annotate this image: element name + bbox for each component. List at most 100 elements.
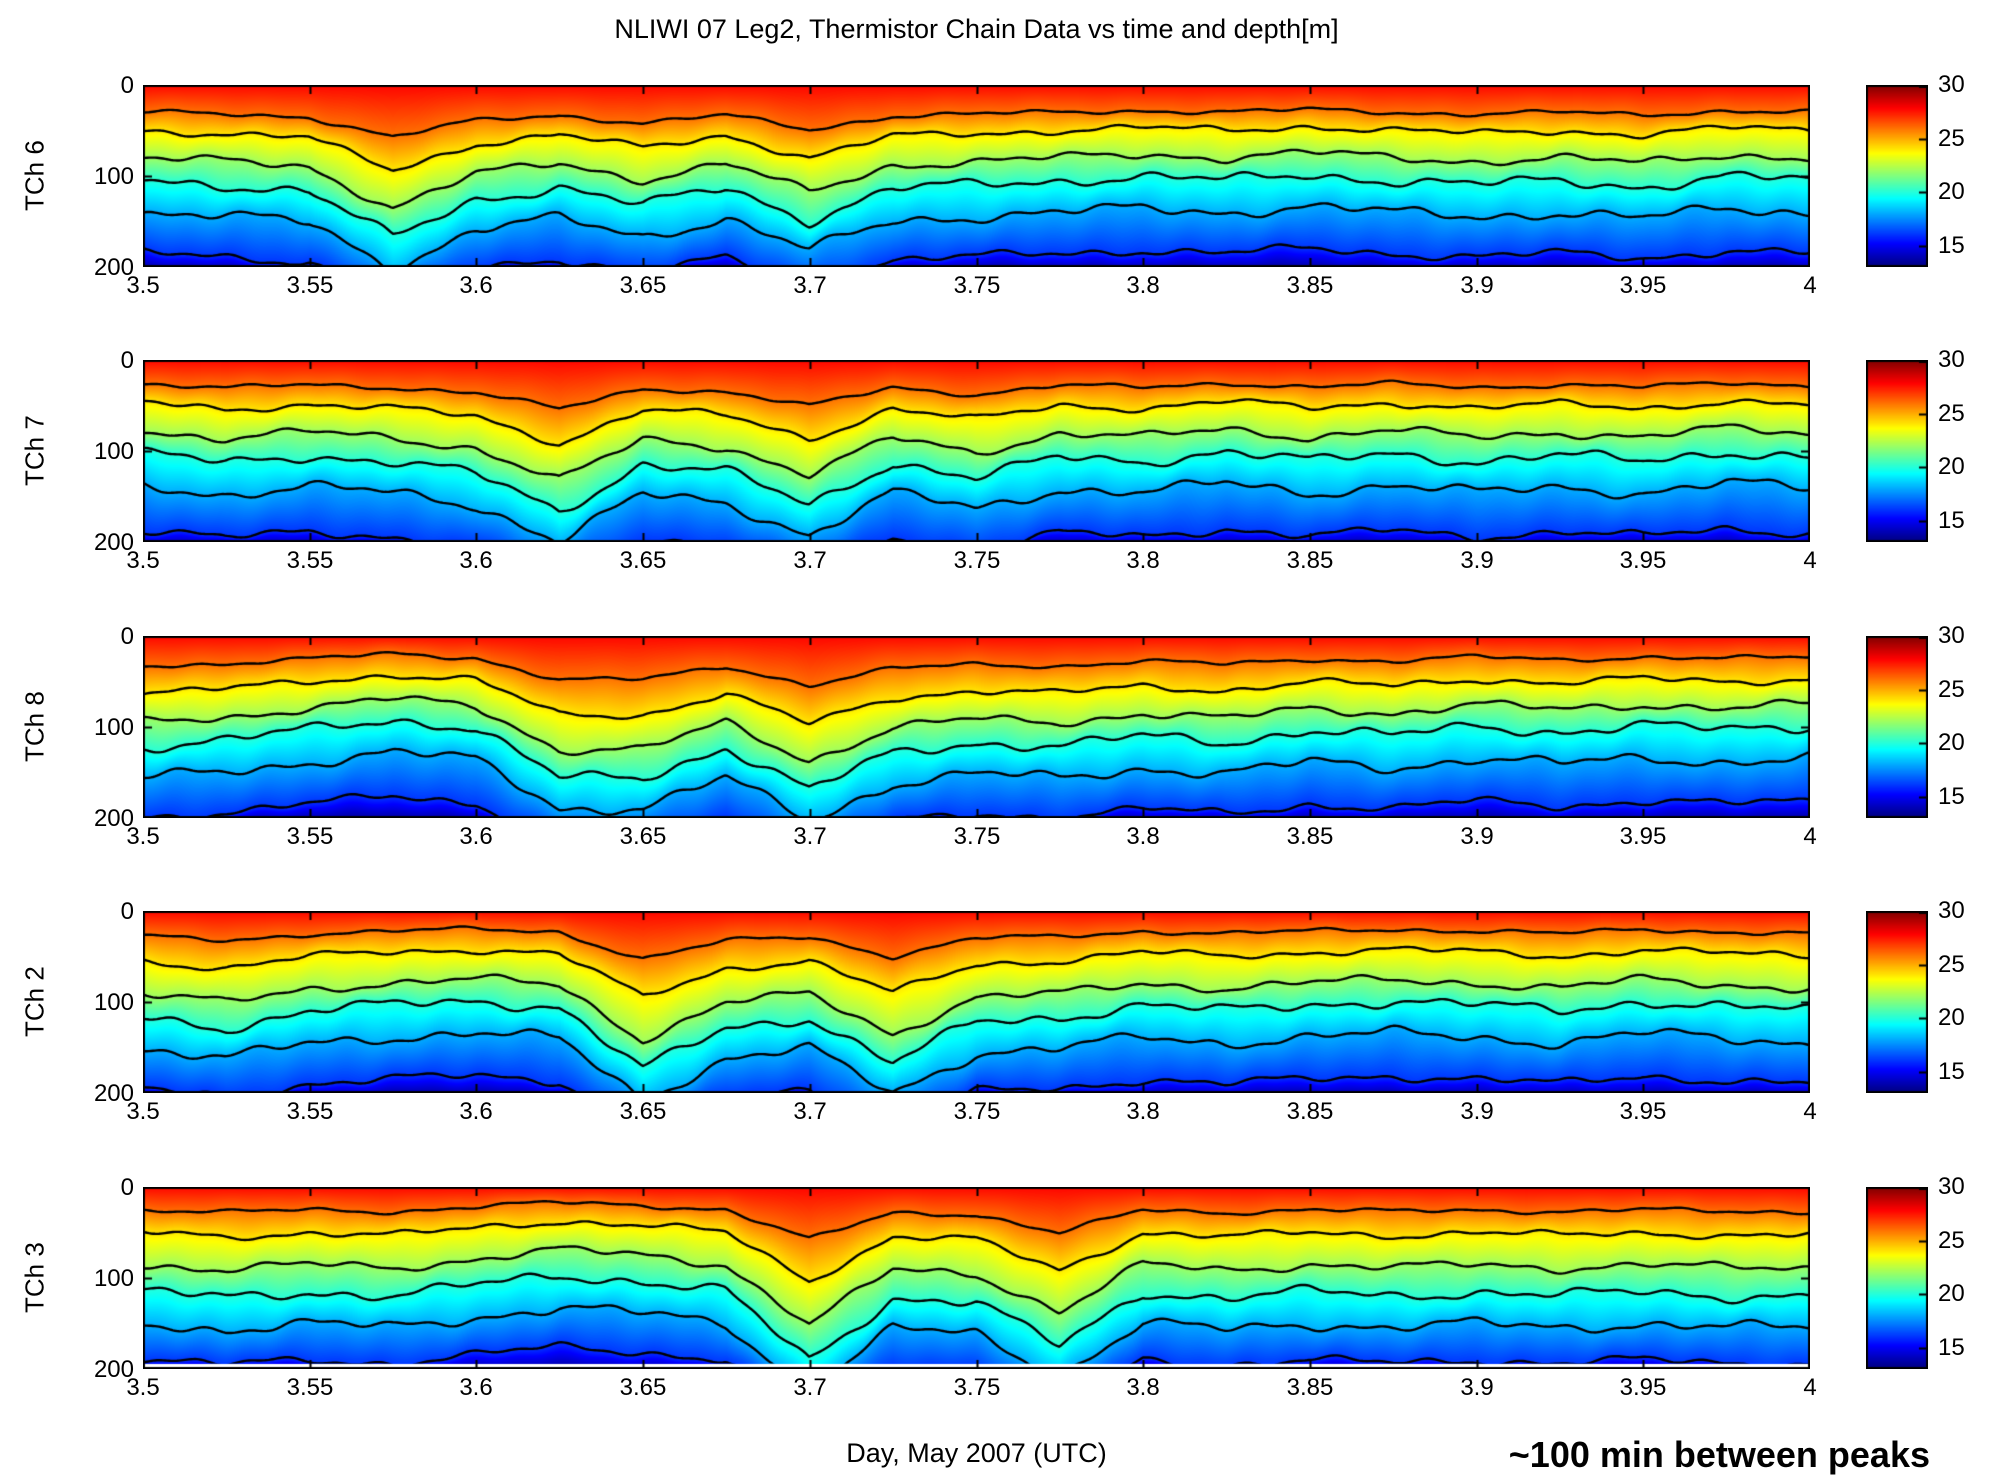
x-tick-label: 3.75 bbox=[953, 547, 1001, 574]
y-tick-label: 200 bbox=[93, 254, 134, 281]
colorbar-tick-label: 25 bbox=[1938, 676, 1965, 703]
y-tick-label: 100 bbox=[93, 1265, 134, 1292]
y-tick-label: 100 bbox=[93, 438, 134, 465]
x-tick-label: 4 bbox=[1803, 547, 1817, 574]
colorbar-canvas-tch8 bbox=[1866, 636, 1928, 818]
colorbar-tick-label: 15 bbox=[1938, 1058, 1965, 1085]
y-tick-label: 200 bbox=[93, 1356, 134, 1383]
x-tick-label: 3.9 bbox=[1460, 1374, 1494, 1401]
x-tick-label: 3.7 bbox=[793, 547, 827, 574]
heatmap-canvas-tch8 bbox=[143, 636, 1810, 818]
colorbar-tick-label: 15 bbox=[1938, 507, 1965, 534]
colorbar-canvas-tch7 bbox=[1866, 360, 1928, 542]
x-tick-label: 3.75 bbox=[953, 823, 1001, 850]
x-tick-label: 3.55 bbox=[286, 547, 334, 574]
x-tick-label: 3.75 bbox=[953, 1098, 1001, 1125]
x-tick-label: 3.7 bbox=[793, 1098, 827, 1125]
y-tick-label: 100 bbox=[93, 163, 134, 190]
x-tick-label: 3.95 bbox=[1619, 1098, 1667, 1125]
x-tick-label: 3.6 bbox=[459, 547, 493, 574]
y-axis-label-tch2: TCh 2 bbox=[19, 966, 50, 1038]
x-tick-label: 4 bbox=[1803, 823, 1817, 850]
x-tick-label: 3.5 bbox=[126, 1098, 160, 1125]
subplot-tch7: TCh 7 0 100 200 3.5 3.55 3.6 3.65 3.7 3.75 3.8 3.8… bbox=[0, 347, 2000, 592]
x-tick-label: 3.6 bbox=[459, 1374, 493, 1401]
y-tick-label: 100 bbox=[93, 989, 134, 1016]
x-tick-label: 3.5 bbox=[126, 823, 160, 850]
x-tick-label: 3.95 bbox=[1619, 547, 1667, 574]
x-tick-label: 3.95 bbox=[1619, 272, 1667, 299]
x-tick-label: 3.8 bbox=[1126, 823, 1160, 850]
colorbar-tick-label: 15 bbox=[1938, 232, 1965, 259]
x-tick-label: 3.5 bbox=[126, 272, 160, 299]
x-tick-label: 3.9 bbox=[1460, 823, 1494, 850]
x-tick-label: 3.6 bbox=[459, 1098, 493, 1125]
colorbar-tick-label: 30 bbox=[1938, 1173, 1965, 1200]
y-tick-label: 0 bbox=[120, 898, 134, 925]
y-axis-label-tch8: TCh 8 bbox=[19, 691, 50, 763]
colorbar-tick-label: 20 bbox=[1938, 178, 1965, 205]
subplot-tch2: TCh 2 0 100 200 3.5 3.55 3.6 3.65 3.7 3.75 3.8 3.8… bbox=[0, 898, 2000, 1143]
x-tick-label: 3.85 bbox=[1286, 272, 1334, 299]
colorbar-tick-label: 30 bbox=[1938, 71, 1965, 98]
x-tick-label: 3.75 bbox=[953, 272, 1001, 299]
x-tick-label: 3.55 bbox=[286, 272, 334, 299]
colorbar-tick-label: 15 bbox=[1938, 783, 1965, 810]
x-tick-label: 3.8 bbox=[1126, 547, 1160, 574]
x-tick-label: 3.65 bbox=[619, 1374, 667, 1401]
x-tick-label: 3.85 bbox=[1286, 1374, 1334, 1401]
x-tick-label: 3.5 bbox=[126, 547, 160, 574]
x-tick-label: 3.9 bbox=[1460, 547, 1494, 574]
x-tick-label: 3.65 bbox=[619, 272, 667, 299]
subplot-tch8: TCh 8 0 100 200 3.5 3.55 3.6 3.65 3.7 3.75 3.8 3.8… bbox=[0, 623, 2000, 868]
x-tick-label: 3.55 bbox=[286, 823, 334, 850]
colorbar-tick-label: 30 bbox=[1938, 346, 1965, 373]
colorbar-tick-label: 30 bbox=[1938, 622, 1965, 649]
colorbar-tick-label: 20 bbox=[1938, 729, 1965, 756]
colorbar-tick-label: 25 bbox=[1938, 1227, 1965, 1254]
x-tick-label: 3.9 bbox=[1460, 1098, 1494, 1125]
x-axis-label: Day, May 2007 (UTC) bbox=[846, 1438, 1107, 1468]
y-tick-label: 0 bbox=[120, 623, 134, 650]
colorbar-tick-label: 20 bbox=[1938, 1004, 1965, 1031]
x-tick-label: 3.95 bbox=[1619, 823, 1667, 850]
x-tick-label: 3.85 bbox=[1286, 547, 1334, 574]
colorbar-tick-label: 25 bbox=[1938, 951, 1965, 978]
colorbar-tick-label: 25 bbox=[1938, 125, 1965, 152]
x-tick-label: 4 bbox=[1803, 272, 1817, 299]
y-axis-label-tch7: TCh 7 bbox=[19, 415, 50, 487]
y-tick-label: 0 bbox=[120, 1174, 134, 1201]
colorbar-tick-label: 15 bbox=[1938, 1334, 1965, 1361]
y-axis-label-tch3: TCh 3 bbox=[19, 1242, 50, 1314]
x-tick-label: 3.6 bbox=[459, 823, 493, 850]
subplot-tch3: TCh 3 0 100 200 3.5 3.55 3.6 3.65 3.7 3.75 3.8 3.8… bbox=[0, 1174, 2000, 1419]
y-axis-label-tch6: TCh 6 bbox=[19, 140, 50, 212]
y-tick-label: 200 bbox=[93, 1080, 134, 1107]
x-tick-label: 3.55 bbox=[286, 1374, 334, 1401]
colorbar-canvas-tch2 bbox=[1866, 911, 1928, 1093]
x-tick-label: 3.9 bbox=[1460, 272, 1494, 299]
annotation-peaks: ~100 min between peaks bbox=[1508, 1434, 1930, 1475]
figure-title: NLIWI 07 Leg2, Thermistor Chain Data vs … bbox=[614, 14, 1339, 44]
x-tick-label: 3.85 bbox=[1286, 1098, 1334, 1125]
x-tick-label: 3.65 bbox=[619, 823, 667, 850]
colorbar-canvas-tch3 bbox=[1866, 1187, 1928, 1369]
heatmap-canvas-tch6 bbox=[143, 85, 1810, 267]
heatmap-canvas-tch7 bbox=[143, 360, 1810, 542]
x-tick-label: 3.7 bbox=[793, 1374, 827, 1401]
heatmap-canvas-tch3 bbox=[143, 1187, 1810, 1369]
x-tick-label: 3.5 bbox=[126, 1374, 160, 1401]
x-tick-label: 3.75 bbox=[953, 1374, 1001, 1401]
y-tick-label: 200 bbox=[93, 805, 134, 832]
x-tick-label: 3.6 bbox=[459, 272, 493, 299]
x-tick-label: 3.8 bbox=[1126, 272, 1160, 299]
colorbar-tick-label: 25 bbox=[1938, 400, 1965, 427]
x-tick-label: 3.7 bbox=[793, 823, 827, 850]
x-tick-label: 4 bbox=[1803, 1374, 1817, 1401]
y-tick-label: 0 bbox=[120, 72, 134, 99]
x-tick-label: 3.55 bbox=[286, 1098, 334, 1125]
subplot-tch6: TCh 6 0 100 200 3.5 3.55 3.6 3.65 3.7 3.75 3.8 3.8… bbox=[0, 72, 2000, 317]
x-tick-label: 3.95 bbox=[1619, 1374, 1667, 1401]
x-tick-label: 3.65 bbox=[619, 547, 667, 574]
